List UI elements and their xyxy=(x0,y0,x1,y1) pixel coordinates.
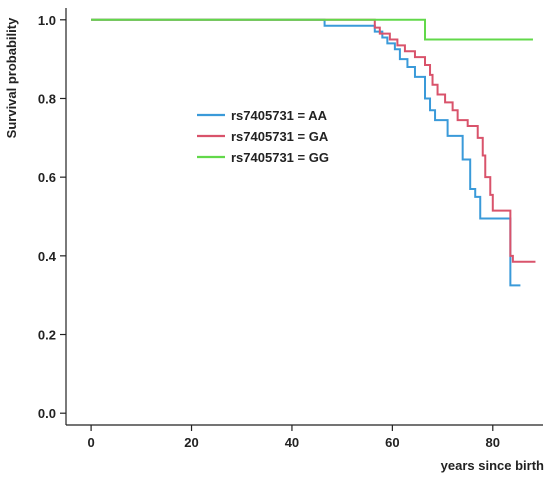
y-tick-label: 0.6 xyxy=(38,170,56,185)
x-tick-label: 40 xyxy=(285,435,299,450)
series-lines xyxy=(91,18,536,287)
y-tick-label: 0.2 xyxy=(38,328,56,343)
legend: rs7405731 = AA rs7405731 = GA rs7405731 = … xyxy=(197,108,329,165)
y-tick-label: 1.0 xyxy=(38,13,56,28)
series-line-3 xyxy=(91,18,533,41)
x-tick-label: 80 xyxy=(486,435,500,450)
legend-label: rs7405731 = AA xyxy=(231,108,328,123)
x-axis-title: years since birth xyxy=(441,458,544,473)
y-tick-label: 0.4 xyxy=(38,249,57,264)
x-tick-label: 20 xyxy=(184,435,198,450)
legend-label: rs7405731 = GA xyxy=(231,129,329,144)
y-tick-label: 0.0 xyxy=(38,406,56,421)
legend-label: rs7405731 = GG xyxy=(231,150,329,165)
axes xyxy=(65,8,543,426)
x-tick-label: 60 xyxy=(385,435,399,450)
series-line-1 xyxy=(91,18,521,287)
x-tick-label: 0 xyxy=(87,435,94,450)
ticks: 0 20 40 60 80 0.0 0.2 0.4 0.6 0.8 1.0 xyxy=(38,13,500,450)
y-tick-label: 0.8 xyxy=(38,91,56,106)
y-axis-title: Survival probability xyxy=(4,17,19,138)
series-line-2 xyxy=(91,18,536,263)
